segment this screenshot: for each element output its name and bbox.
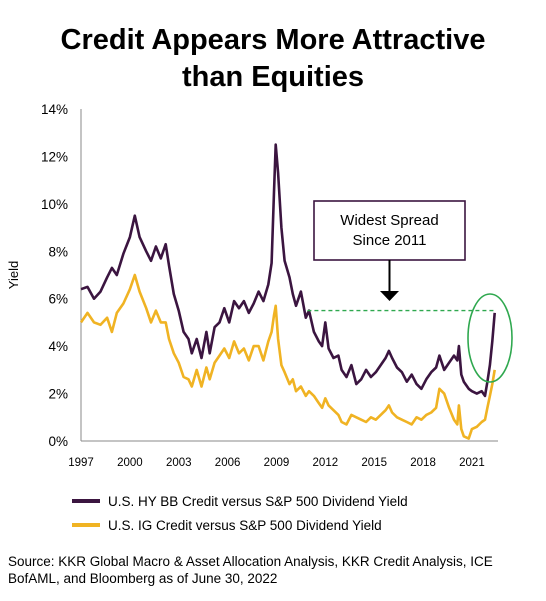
x-tick-label: 2018	[410, 457, 436, 469]
y-axis-label: Yield	[6, 261, 21, 289]
source-note: Source: KKR Global Macro & Asset Allocat…	[8, 553, 528, 587]
series-line-hy	[80, 143, 496, 398]
legend-label-ig: U.S. IG Credit versus S&P 500 Dividend Y…	[108, 517, 382, 533]
x-tick-label: 2012	[313, 457, 339, 469]
annotation-text-line-1: Widest Spread	[340, 212, 438, 229]
legend-item-ig: U.S. IG Credit versus S&P 500 Dividend Y…	[72, 513, 408, 537]
highlight-circle	[467, 293, 513, 383]
annotation-box	[313, 200, 466, 261]
source-line-1: Source: KKR Global Macro & Asset Allocat…	[8, 554, 493, 569]
chart-title-line-1: Credit Appears More Attractive	[60, 24, 486, 56]
x-tick-label: 2000	[117, 457, 143, 469]
chart-title-line-2: than Equities	[181, 61, 365, 93]
chart-title: Credit Appears More Attractive than Equi…	[0, 22, 546, 96]
legend-item-hy: U.S. HY BB Credit versus S&P 500 Dividen…	[72, 489, 408, 513]
legend-label-hy: U.S. HY BB Credit versus S&P 500 Dividen…	[108, 493, 408, 509]
x-tick-label: 2021	[459, 457, 485, 469]
y-tick-label: 12%	[41, 149, 68, 164]
source-line-2: BofAML, and Bloomberg as of June 30, 202…	[8, 571, 278, 586]
legend: U.S. HY BB Credit versus S&P 500 Dividen…	[72, 489, 408, 537]
y-tick-label: 8%	[48, 244, 68, 259]
x-tick-label: 2009	[264, 457, 290, 469]
x-tick-label: 2015	[361, 457, 387, 469]
annotation-arrow-head	[380, 291, 399, 301]
legend-swatch-ig	[72, 523, 100, 527]
y-tick-label: 2%	[48, 387, 68, 402]
y-tick-label: 0%	[48, 434, 68, 449]
x-tick-label: 2006	[215, 457, 241, 469]
annotation-text-line-2: Since 2011	[353, 232, 427, 249]
y-tick-label: 10%	[41, 197, 68, 212]
y-tick-label: 4%	[48, 339, 68, 354]
x-tick-label: 1997	[68, 457, 94, 469]
legend-swatch-hy	[72, 499, 100, 503]
x-tick-label: 2003	[166, 457, 192, 469]
series-line-ig	[79, 273, 496, 440]
y-tick-label: 6%	[48, 292, 68, 307]
y-tick-label: 14%	[41, 102, 68, 117]
